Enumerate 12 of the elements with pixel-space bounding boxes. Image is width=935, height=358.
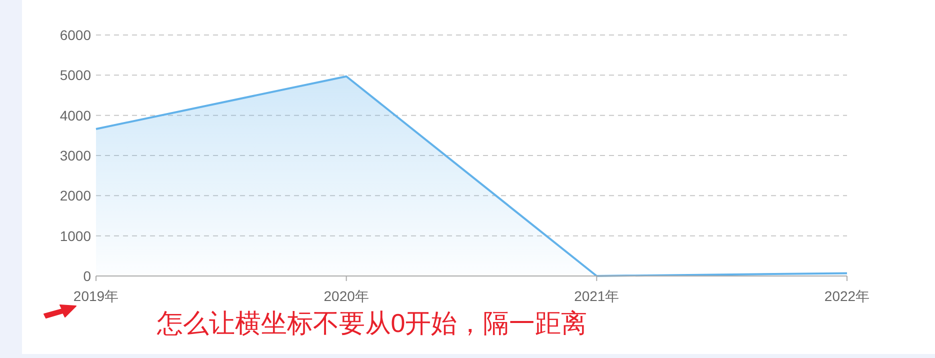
x-tick-label: 2019年 (73, 288, 119, 304)
text: 怎么让横坐标不要从0开始，隔一距离 (156, 308, 588, 338)
y-tick-label: 4000 (60, 107, 92, 124)
y-tick-label: 0 (83, 268, 92, 284)
x-tick-label: 2020年 (324, 288, 369, 304)
y-tick-label: 3000 (60, 148, 92, 164)
x-tick-label: 2022年 (824, 288, 870, 304)
y-tick-label: 2000 (60, 188, 92, 204)
y-tick-label: 6000 (60, 27, 92, 43)
x-tick-label: 2021年 (574, 288, 620, 304)
y-tick-label: 1000 (60, 228, 92, 244)
y-tick-label: 5000 (60, 67, 92, 84)
